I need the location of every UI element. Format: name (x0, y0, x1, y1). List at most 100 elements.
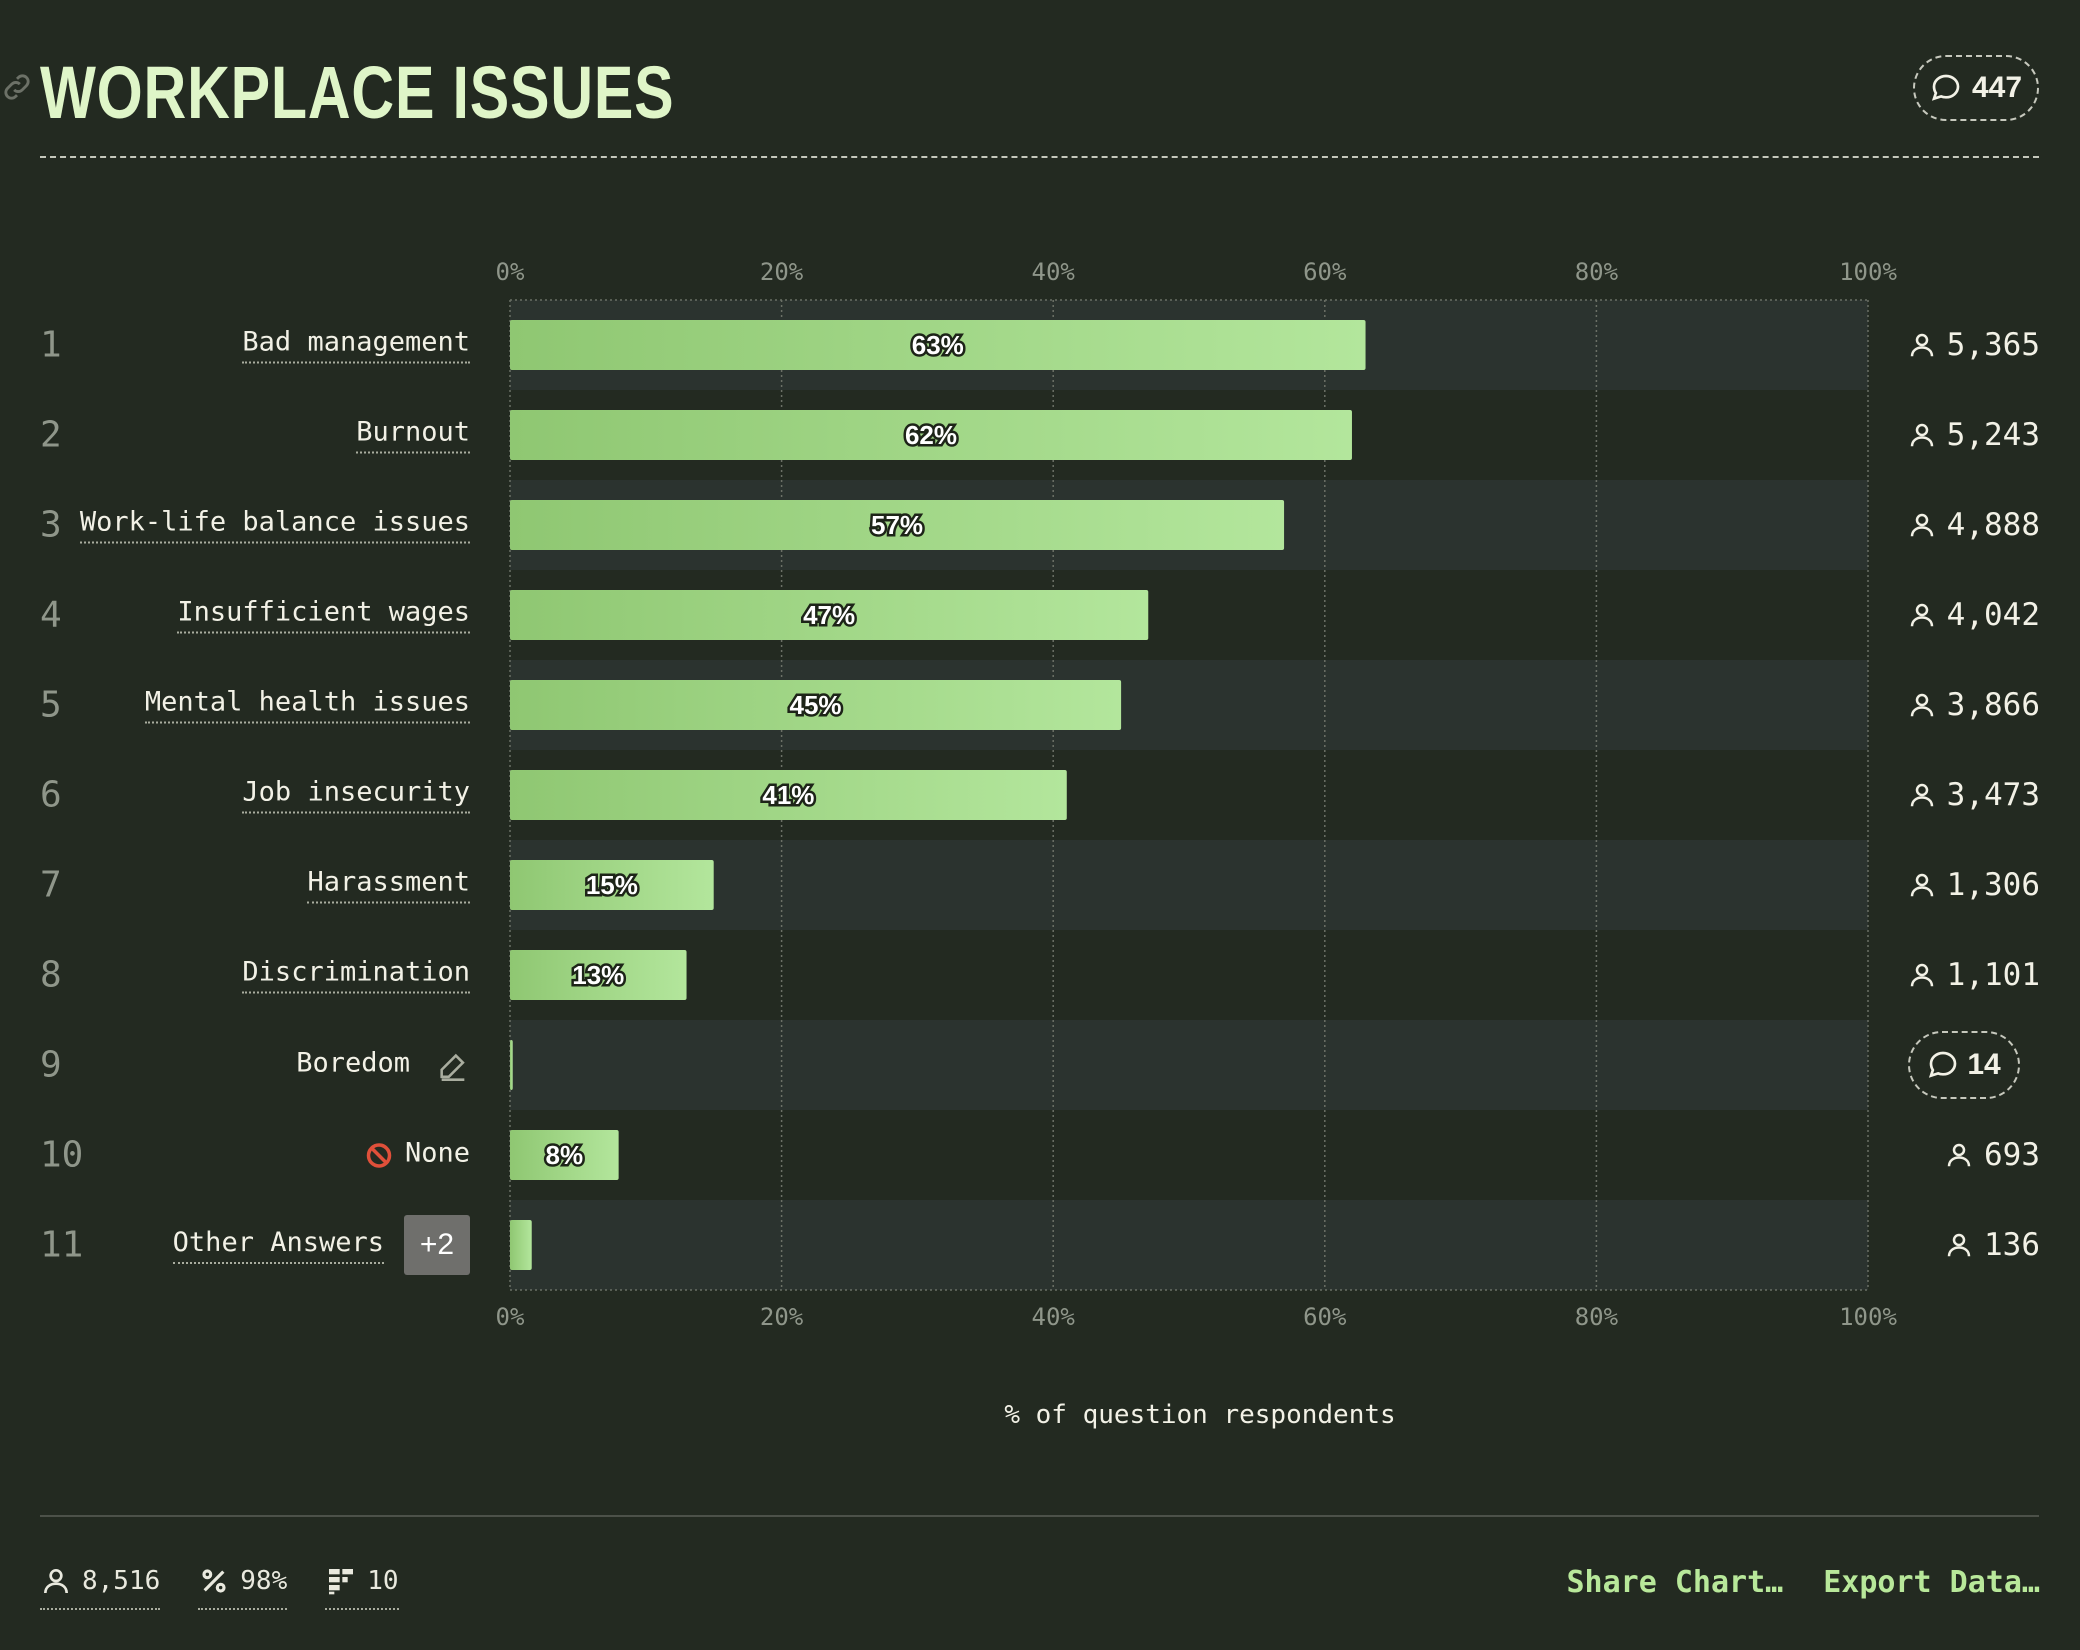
person-icon (1910, 873, 1933, 897)
row-respondent-count: 3,866 (1907, 687, 2040, 723)
row-rank: 8 (40, 954, 62, 996)
row-count-value: 4,042 (1946, 597, 2040, 633)
bar[interactable] (510, 950, 687, 1000)
bar[interactable] (510, 680, 1122, 730)
row-count-value: 3,866 (1946, 687, 2040, 723)
category-label[interactable]: Other Answers (172, 1227, 384, 1264)
row-label-group: None (365, 1138, 470, 1173)
bar-value-label: 15% (586, 870, 638, 900)
person-icon (1910, 783, 1933, 807)
footer-divider (40, 1515, 2039, 1517)
bar[interactable] (510, 770, 1067, 820)
row-label-group: Other Answers +2 (172, 1215, 470, 1275)
bar-value-label: 63% (912, 330, 964, 360)
comment-icon (1929, 1051, 1957, 1078)
row-rank: 3 (40, 504, 62, 546)
row-label-group: Bad management (242, 327, 470, 364)
category-label[interactable]: Insufficient wages (177, 597, 470, 634)
prohibited-icon (366, 1142, 392, 1168)
category-label[interactable]: Boredom (296, 1047, 410, 1079)
person-icon (1910, 693, 1933, 717)
row-rank: 5 (40, 684, 62, 726)
respondents-stat[interactable]: 8,516 (40, 1560, 161, 1610)
row-respondent-count: 1,101 (1907, 957, 2040, 993)
person-icon (1910, 963, 1933, 987)
respondents-value: 8,516 (82, 1566, 161, 1596)
bar-value-label: 8% (546, 1140, 584, 1170)
row-respondent-count: 3,473 (1907, 777, 2040, 813)
percent-stat[interactable]: 98% (198, 1560, 288, 1610)
person-icon (44, 1569, 68, 1594)
row-label-group: Harassment (307, 867, 470, 904)
x-axis-label: % of question respondents (1004, 1400, 1396, 1430)
category-label[interactable]: Harassment (307, 867, 470, 904)
category-label[interactable]: Bad management (242, 327, 470, 364)
bar[interactable] (510, 410, 1352, 460)
bar-value-label: 47% (803, 600, 855, 630)
category-label[interactable]: Work-life balance issues (79, 507, 470, 544)
x-tick-label: 0% (496, 1303, 525, 1331)
options-value: 10 (367, 1566, 399, 1596)
bar[interactable] (510, 860, 714, 910)
category-label[interactable]: Mental health issues (144, 687, 470, 724)
bar[interactable] (510, 1130, 619, 1180)
x-tick-label: 80% (1575, 258, 1619, 286)
edit-icon[interactable] (436, 1048, 470, 1082)
row-respondent-count: 5,243 (1907, 417, 2040, 453)
person-icon (1910, 603, 1933, 627)
share-chart-button[interactable]: Share Chart… (1566, 1565, 1784, 1600)
x-tick-label: 60% (1303, 1303, 1347, 1331)
row-count-value: 1,306 (1946, 867, 2040, 903)
row-rank: 7 (40, 864, 62, 906)
bar-chart: 0% 0% 20% 20% 40% 40% 60% 60% 80% 80% 100% 100% 63%… (496, 258, 1898, 1331)
row-count-value: 5,365 (1946, 327, 2040, 363)
bar-value-label: 57% (871, 510, 923, 540)
row-rank: 11 (40, 1224, 84, 1266)
chart-header: WORKPLACE ISSUES 447 (4, 40, 2039, 160)
row-rank: 4 (40, 594, 62, 636)
bar-value-label: 62% (905, 420, 957, 450)
chart-actions: Share Chart… Export Data… (1567, 1565, 2041, 1600)
bar[interactable] (510, 1220, 532, 1270)
bar[interactable] (510, 1040, 513, 1090)
x-tick-label: 60% (1303, 258, 1347, 286)
row-label-group: Mental health issues (144, 687, 470, 724)
person-icon (1947, 1143, 1971, 1167)
row-rank: 1 (40, 324, 62, 366)
link-icon[interactable] (0, 70, 34, 104)
bar[interactable] (510, 500, 1285, 550)
row-rank: 6 (40, 774, 62, 816)
row-count-value: 136 (1984, 1227, 2040, 1263)
category-label[interactable]: Burnout (356, 417, 470, 454)
row-label-group: Work-life balance issues (79, 507, 470, 544)
comment-count: 447 (1971, 71, 2023, 104)
chart-footer: 8,516 98% 10 (40, 1560, 399, 1610)
category-label[interactable]: Discrimination (242, 957, 470, 994)
category-label[interactable]: Job insecurity (242, 777, 470, 814)
bar-value-label: 45% (790, 690, 842, 720)
row-band (510, 1020, 1868, 1110)
bar[interactable] (510, 320, 1366, 370)
person-icon (1910, 333, 1933, 357)
row-respondent-count: 5,365 (1907, 327, 2040, 363)
row-comment-count: 14 (1967, 1048, 2001, 1081)
bar[interactable] (510, 590, 1149, 640)
person-icon (1910, 513, 1933, 537)
more-answers-badge[interactable]: +2 (404, 1215, 470, 1275)
x-tick-label: 40% (1032, 258, 1076, 286)
header-divider (40, 156, 2039, 158)
row-comments-button[interactable]: 14 (1908, 1031, 2020, 1099)
comments-button[interactable]: 447 (1913, 55, 2039, 121)
bar-value-label: 41% (762, 780, 814, 810)
row-count-value: 5,243 (1946, 417, 2040, 453)
bar-value-label: 13% (572, 960, 624, 990)
percent-value: 98% (240, 1566, 288, 1596)
options-stat[interactable]: 10 (325, 1560, 399, 1610)
category-label[interactable]: None (404, 1137, 470, 1169)
export-data-button[interactable]: Export Data… (1823, 1565, 2040, 1600)
row-label-group: Burnout (356, 417, 470, 454)
row-label-group: Discrimination (242, 957, 470, 994)
person-icon (1947, 1233, 1971, 1257)
percent-icon (202, 1569, 226, 1593)
row-band (510, 840, 1868, 930)
